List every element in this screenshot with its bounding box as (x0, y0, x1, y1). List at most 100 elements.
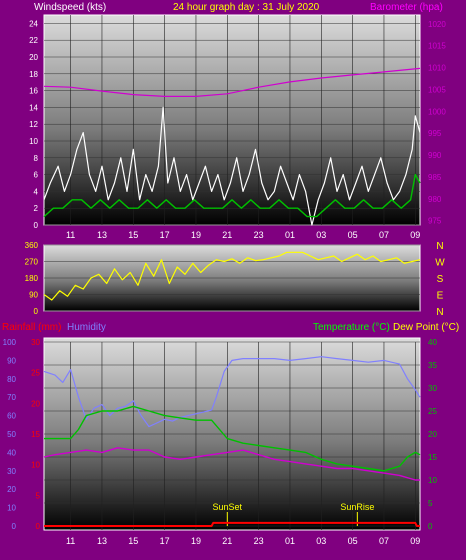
barometer-y-tick-label: 975 (428, 217, 442, 226)
wind-average-line (43, 173, 421, 218)
temperature-x-tick-label: 13 (97, 536, 107, 546)
wind-direction-line (43, 251, 421, 301)
wind-y-tick-label: 8 (34, 154, 39, 163)
temperature-y-tick-label: 40 (428, 338, 437, 347)
wind-axis-title: Windspeed (kts) (34, 2, 106, 13)
temperature-y-tick-label: 15 (428, 453, 437, 462)
barometer-y-tick-label: 1020 (428, 20, 446, 29)
direction-y-tick-label: 360 (25, 241, 39, 250)
barometer-line (43, 67, 421, 98)
temperature-y-tick-label: 10 (428, 476, 437, 485)
humidity-line (43, 356, 421, 428)
wind-x-tick-label: 05 (348, 230, 358, 240)
direction-y-tick-label: 180 (25, 274, 39, 283)
barometer-y-tick-label: 990 (428, 151, 442, 160)
rainfall-y-tick-label: 15 (31, 430, 40, 439)
wind-y-tick-label: 0 (34, 221, 39, 230)
temperature-x-tick-label: 17 (160, 536, 170, 546)
rainfall-line (44, 521, 420, 527)
humidity-y-tick-label: 60 (7, 412, 16, 421)
wind-y-tick-label: 4 (34, 187, 39, 196)
dewpoint-line (43, 447, 420, 481)
direction-y-tick-label: 90 (29, 291, 38, 300)
sun-event-label: SunSet (213, 502, 243, 512)
wind-x-tick-label: 09 (410, 230, 420, 240)
humidity-y-tick-label: 100 (3, 338, 17, 347)
barometer-y-tick-label: 995 (428, 129, 442, 138)
wind-y-tick-label: 22 (29, 36, 38, 45)
temperature-x-tick-label: 03 (316, 536, 326, 546)
humidity-y-tick-label: 0 (12, 522, 17, 531)
temperature-x-tick-label: 09 (410, 536, 420, 546)
barometer-y-tick-label: 1005 (428, 85, 446, 94)
graph-title: 24 hour graph day : 31 July 2020 (173, 2, 320, 13)
wind-x-tick-label: 03 (316, 230, 326, 240)
temperature-y-tick-label: 25 (428, 407, 437, 416)
compass-label: W (435, 258, 445, 269)
temperature-y-tick-label: 0 (428, 522, 433, 531)
temperature-line (44, 405, 421, 472)
chart-marks: 0246810121416182022249759809859909951000… (3, 15, 446, 546)
wind-x-tick-label: 07 (379, 230, 389, 240)
wind-y-tick-label: 2 (34, 204, 39, 213)
temperature-y-tick-label: 30 (428, 384, 437, 393)
rainfall-y-tick-label: 5 (36, 491, 41, 500)
humidity-axis-title: Humidity (67, 322, 106, 333)
wind-y-tick-label: 6 (34, 171, 39, 180)
wind-y-tick-label: 14 (29, 103, 38, 112)
rainfall-y-tick-label: 25 (31, 369, 40, 378)
direction-y-tick-label: 270 (25, 258, 39, 267)
humidity-y-tick-label: 40 (7, 448, 16, 457)
wind-y-tick-label: 10 (29, 137, 38, 146)
temperature-x-tick-label: 19 (191, 536, 201, 546)
wind-y-tick-label: 20 (29, 53, 38, 62)
temperature-x-tick-label: 01 (285, 536, 295, 546)
wind-y-tick-label: 16 (29, 87, 38, 96)
temperature-x-tick-label: 21 (222, 536, 232, 546)
humidity-y-tick-label: 30 (7, 467, 16, 476)
humidity-y-tick-label: 70 (7, 393, 16, 402)
rainfall-y-tick-label: 0 (36, 522, 41, 531)
compass-label: N (436, 307, 443, 318)
barometer-y-tick-label: 980 (428, 195, 442, 204)
wind-x-tick-label: 15 (128, 230, 138, 240)
wind-gust-line (43, 106, 421, 226)
temperature-y-tick-label: 35 (428, 361, 437, 370)
temperature-x-tick-label: 23 (254, 536, 264, 546)
temperature-x-tick-label: 11 (66, 536, 75, 546)
humidity-y-tick-label: 20 (7, 485, 16, 494)
wind-panel (43, 14, 421, 226)
temperature-x-tick-label: 15 (128, 536, 138, 546)
wind-x-tick-label: 13 (97, 230, 107, 240)
temperature-x-tick-label: 07 (379, 536, 389, 546)
wind-x-tick-label: 21 (222, 230, 232, 240)
wind-x-tick-label: 11 (66, 230, 75, 240)
compass-label: E (437, 291, 444, 302)
barometer-y-tick-label: 1000 (428, 107, 446, 116)
sun-event-label: SunRise (340, 502, 374, 512)
humidity-y-tick-label: 10 (7, 504, 16, 513)
wind-x-tick-label: 23 (254, 230, 264, 240)
compass-label: N (436, 241, 443, 252)
compass-label: S (437, 274, 444, 285)
wind-y-tick-label: 12 (29, 120, 38, 129)
humidity-y-tick-label: 90 (7, 356, 16, 365)
temperature-axis-title: Temperature (°C) (313, 322, 390, 333)
wind-x-tick-label: 19 (191, 230, 201, 240)
rainfall-y-tick-label: 20 (31, 399, 40, 408)
barometer-y-tick-label: 985 (428, 173, 442, 182)
wind-y-tick-label: 18 (29, 70, 38, 79)
rainfall-y-tick-label: 30 (31, 338, 40, 347)
humidity-y-tick-label: 80 (7, 375, 16, 384)
temperature-y-tick-label: 5 (428, 499, 433, 508)
barometer-y-tick-label: 1010 (428, 64, 446, 73)
barometer-axis-title: Barometer (hpa) (370, 2, 443, 13)
temperature-x-tick-label: 05 (348, 536, 358, 546)
wind-y-tick-label: 24 (29, 19, 38, 28)
barometer-y-tick-label: 1015 (428, 42, 446, 51)
dewpoint-axis-title: Dew Point (°C) (393, 322, 459, 333)
rainfall-y-tick-label: 10 (31, 461, 40, 470)
wind-x-tick-label: 01 (285, 230, 295, 240)
